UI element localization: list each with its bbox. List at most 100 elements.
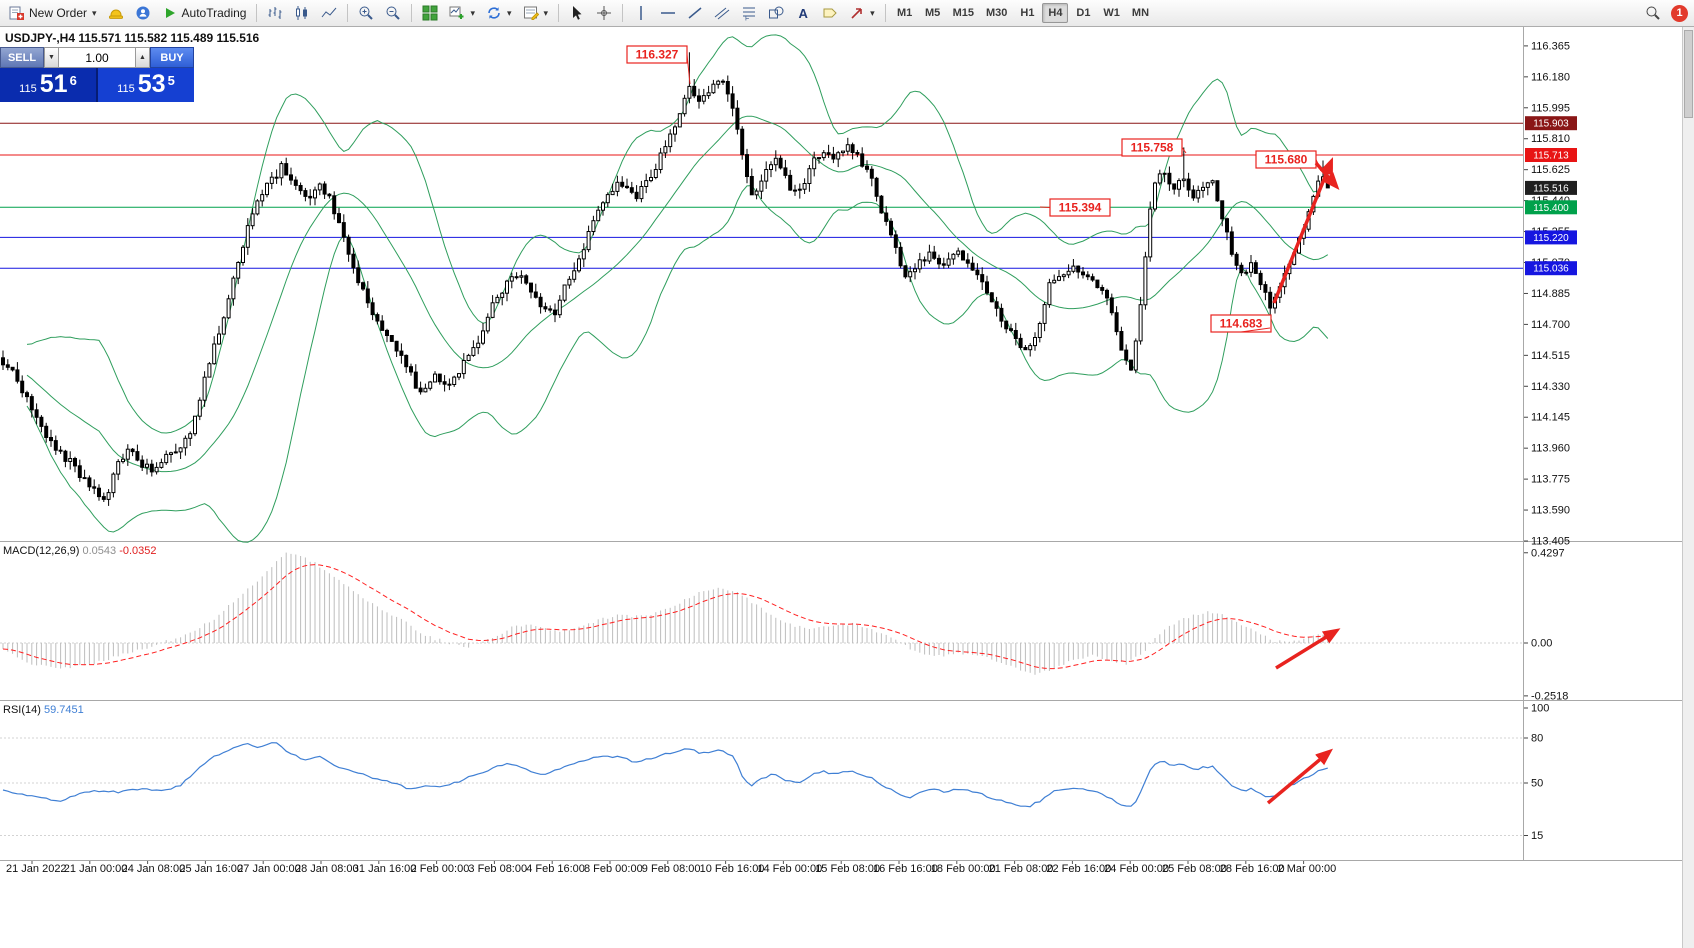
arrows-button[interactable]: ▾ — [844, 2, 880, 24]
candlestick-chart-button[interactable] — [289, 2, 315, 24]
sell-button[interactable]: SELL — [0, 47, 44, 68]
fibonacci-icon: F — [743, 7, 756, 22]
candlestick-series — [1, 52, 1330, 506]
cursor-button[interactable] — [564, 2, 590, 24]
svg-text:50: 50 — [1531, 778, 1543, 790]
sell-price-box[interactable]: 115 51 6 — [0, 68, 98, 102]
timeframe-w1-button[interactable]: W1 — [1098, 3, 1125, 23]
svg-text:114.885: 114.885 — [1531, 288, 1570, 300]
annotations[interactable]: 116.327 115.758 115.680 115.394 114.683 — [626, 45, 1341, 805]
notification-badge[interactable]: 1 — [1671, 4, 1688, 22]
svg-text:16 Feb 16:00: 16 Feb 16:00 — [873, 863, 938, 875]
candlestick-icon — [296, 6, 308, 20]
autotrading-play-icon — [165, 8, 175, 18]
rsi-name: RSI(14) — [3, 704, 41, 716]
svg-text:114.515: 114.515 — [1531, 350, 1570, 362]
rsi-value: 59.7451 — [43, 704, 84, 716]
svg-text:28 Jan 08:00: 28 Jan 08:00 — [295, 863, 359, 875]
templates-icon — [523, 6, 539, 20]
autotrading-label: AutoTrading — [181, 6, 247, 20]
svg-text:113.775: 113.775 — [1531, 474, 1570, 486]
rsi-indicator: 100 80 50 15 — [0, 703, 1549, 842]
timeframe-m30-button[interactable]: M30 — [981, 3, 1012, 23]
timeframe-group: M1 M5 M15 M30 H1 H4 D1 W1 MN — [891, 3, 1155, 23]
svg-text:15 Feb 08:00: 15 Feb 08:00 — [815, 863, 880, 875]
tile-windows-button[interactable] — [417, 2, 443, 24]
toolbar-separator — [558, 4, 560, 22]
chevron-down-icon: ▾ — [470, 7, 476, 18]
svg-text:F: F — [745, 16, 749, 22]
timeframe-mn-button[interactable]: MN — [1127, 3, 1154, 23]
scrollbar-thumb[interactable] — [1684, 30, 1693, 118]
macd-indicator: 0.4297 0.00 -0.2518 — [0, 547, 1568, 702]
svg-text:A: A — [799, 6, 809, 21]
bar-chart-icon — [268, 7, 282, 19]
zoom-out-button[interactable] — [380, 2, 406, 24]
fibonacci-button[interactable]: F — [736, 2, 762, 24]
new-order-label: New Order — [29, 6, 88, 20]
svg-text:21 Feb 08:00: 21 Feb 08:00 — [989, 863, 1054, 875]
svg-text:27 Jan 00:00: 27 Jan 00:00 — [237, 863, 301, 875]
volume-input[interactable] — [59, 47, 135, 68]
timeframe-m5-button[interactable]: M5 — [920, 3, 946, 23]
crosshair-button[interactable] — [591, 2, 617, 24]
metaeditor-button[interactable] — [103, 2, 129, 24]
text-button[interactable]: A — [790, 2, 816, 24]
svg-text:18 Feb 00:00: 18 Feb 00:00 — [931, 863, 996, 875]
svg-text:8 Feb 00:00: 8 Feb 00:00 — [584, 863, 643, 875]
volume-increase-button[interactable]: ▲ — [135, 47, 150, 68]
toolbar-separator — [256, 4, 258, 22]
new-order-button[interactable]: New Order ▾ — [4, 2, 102, 24]
svg-text:25 Jan 16:00: 25 Jan 16:00 — [179, 863, 243, 875]
timeframe-m1-button[interactable]: M1 — [892, 3, 918, 23]
svg-text:115.220: 115.220 — [1533, 233, 1569, 244]
new-chart-button[interactable]: ▾ — [444, 2, 480, 24]
toolbar-separator — [884, 4, 886, 22]
profiles-button[interactable]: ▾ — [481, 2, 517, 24]
toolbar-separator — [411, 4, 413, 22]
line-chart-button[interactable] — [316, 2, 342, 24]
trendline-button[interactable] — [682, 2, 708, 24]
svg-text:100: 100 — [1531, 703, 1549, 715]
buy-price-pip: 5 — [167, 73, 175, 88]
vertical-scrollbar[interactable] — [1682, 27, 1694, 948]
channel-button[interactable] — [709, 2, 735, 24]
toolbar-separator — [622, 4, 624, 22]
volume-decrease-button[interactable]: ▼ — [44, 47, 59, 68]
line-chart-icon — [322, 7, 337, 18]
bollinger-bands — [26, 34, 1329, 543]
zoom-in-icon — [359, 6, 374, 20]
autotrading-button[interactable]: AutoTrading — [157, 2, 252, 24]
svg-text:115.995: 115.995 — [1531, 102, 1570, 114]
timeframe-m15-button[interactable]: M15 — [948, 3, 979, 23]
templates-button[interactable]: ▾ — [518, 2, 554, 24]
buy-price-box[interactable]: 115 53 5 — [98, 68, 194, 102]
svg-text:115.810: 115.810 — [1531, 133, 1570, 145]
bar-chart-button[interactable] — [262, 2, 288, 24]
vertical-line-button[interactable] — [628, 2, 654, 24]
horizontal-line-icon — [661, 12, 676, 14]
svg-text:-0.2518: -0.2518 — [1531, 690, 1568, 702]
zoom-in-button[interactable] — [353, 2, 379, 24]
panel-borders — [0, 27, 1682, 861]
search-button[interactable] — [1640, 2, 1666, 24]
buy-button[interactable]: BUY — [150, 47, 194, 68]
chart-symbol-title: USDJPY-,H4 115.571 115.582 115.489 115.5… — [5, 31, 260, 45]
toolbar-separator — [347, 4, 349, 22]
text-label-button[interactable] — [817, 2, 843, 24]
timeframe-d1-button[interactable]: D1 — [1070, 3, 1096, 23]
svg-text:31 Jan 16:00: 31 Jan 16:00 — [353, 863, 417, 875]
horizontal-line-button[interactable] — [655, 2, 681, 24]
shapes-icon — [769, 6, 784, 19]
timeframe-h4-button[interactable]: H4 — [1042, 3, 1069, 23]
equidistant-channel-icon — [714, 7, 730, 20]
svg-text:115.394: 115.394 — [1059, 201, 1102, 215]
svg-text:115.400: 115.400 — [1533, 203, 1569, 214]
macd-signal-value: -0.0352 — [119, 545, 157, 557]
timeframe-h1-button[interactable]: H1 — [1014, 3, 1040, 23]
shapes-button[interactable] — [763, 2, 789, 24]
svg-text:21 Jan 2022: 21 Jan 2022 — [6, 863, 67, 875]
market-button[interactable] — [130, 2, 156, 24]
